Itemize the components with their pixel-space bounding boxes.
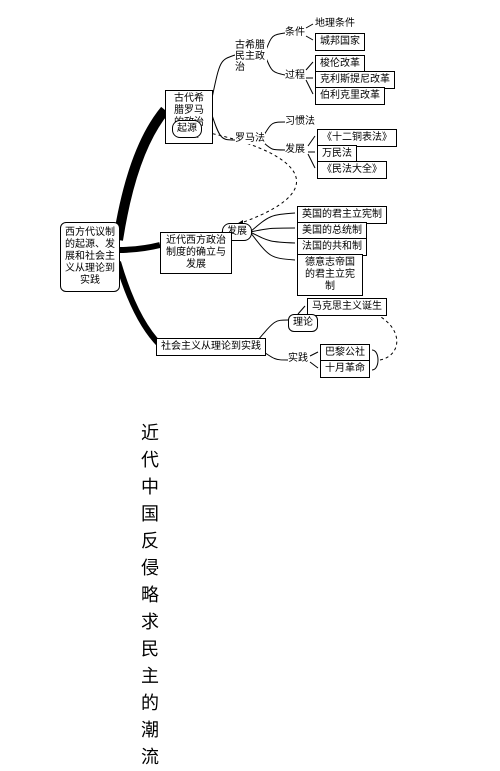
b2-title: 近代西方政治制度的确立与发展 [160, 232, 232, 274]
b1-rome-title: 罗马法 [235, 133, 265, 144]
b1-cond-label: 条件 [285, 27, 305, 38]
b1-dem-title: 古希腊民主政治 [235, 40, 267, 73]
b3-practice-b: 十月革命 [320, 360, 370, 378]
b3-practice-label: 实践 [288, 353, 308, 364]
b3-theory-label: 理论 [288, 314, 318, 332]
b1-origin: 起源 [172, 120, 202, 138]
b1-rome-dev-c: 《民法大全》 [317, 161, 387, 179]
b1-rome-custom: 习惯法 [285, 116, 315, 127]
b1-proc-label: 过程 [285, 70, 305, 81]
b2-item-d: 德意志帝国的君主立宪制 [297, 254, 363, 296]
b1-proc-c: 伯利克里改革 [315, 87, 385, 105]
root-node: 西方代议制的起源、发展和社会主义从理论到实践 [60, 222, 120, 292]
b3-theory-a: 马克思主义诞生 [307, 298, 387, 316]
vertical-title: 近代中国反侵略求民主的潮流 [140, 420, 160, 771]
b1-rome-dev-label: 发展 [285, 144, 305, 155]
b1-cond-b: 城邦国家 [315, 33, 365, 51]
b1-cond-a: 地理条件 [315, 18, 355, 29]
b3-title: 社会主义从理论到实践 [156, 338, 266, 356]
